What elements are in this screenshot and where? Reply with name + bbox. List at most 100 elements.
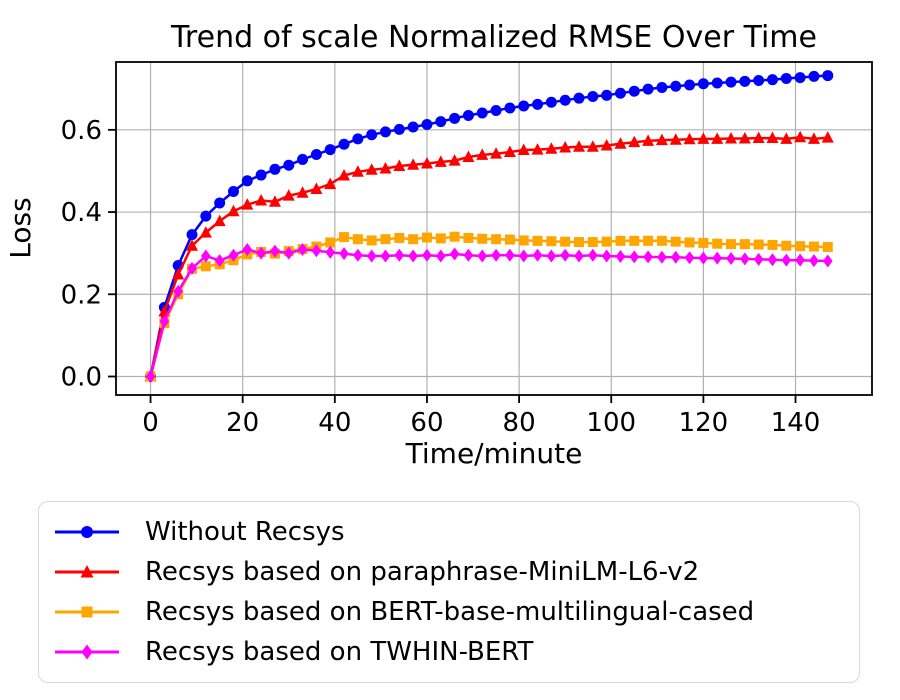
data-point-diamond — [574, 249, 584, 263]
data-point-circle — [283, 159, 295, 171]
data-point-diamond — [740, 252, 750, 266]
data-point-triangle — [255, 194, 268, 206]
data-point-triangle — [338, 168, 351, 181]
data-point-triangle — [517, 143, 530, 155]
data-point-diamond — [822, 254, 833, 268]
series-line — [149, 74, 828, 377]
data-point-square — [546, 236, 557, 247]
data-point-diamond — [588, 248, 598, 262]
data-point-triangle — [268, 195, 281, 207]
data-point-diamond — [491, 248, 501, 262]
data-point-square — [325, 237, 336, 248]
data-point-triangle — [324, 177, 337, 190]
data-point-circle — [449, 112, 461, 124]
data-point-diamond — [256, 246, 266, 260]
data-point-triangle — [503, 145, 516, 158]
data-point-circle — [780, 72, 792, 84]
data-point-square — [366, 235, 377, 246]
data-point-circle — [518, 100, 530, 112]
data-point-square — [477, 233, 488, 244]
data-point-circle — [504, 102, 516, 114]
data-point-diamond — [145, 370, 156, 383]
data-point-diamond — [366, 249, 377, 263]
legend-marker-triangle — [55, 565, 119, 578]
data-point-diamond — [477, 249, 488, 263]
data-point-circle — [435, 116, 447, 128]
data-point-triangle — [310, 182, 323, 195]
data-point-square — [200, 261, 211, 272]
data-point-triangle — [600, 138, 613, 151]
x-tick-label: 0 — [142, 408, 159, 438]
data-point-circle — [642, 83, 654, 95]
data-point-diamond — [643, 250, 653, 264]
data-point-diamond — [809, 254, 819, 268]
data-point-triangle — [186, 239, 199, 251]
data-point-diamond — [463, 248, 474, 262]
x-tick-label: 60 — [410, 408, 443, 438]
data-point-circle — [407, 121, 419, 133]
data-point-triangle — [448, 154, 461, 166]
data-point-triangle — [642, 134, 655, 146]
data-point-square — [670, 236, 681, 247]
series-line — [149, 248, 828, 377]
x-axis-label: Time/minute — [405, 437, 583, 470]
data-point-circle — [711, 77, 723, 89]
data-point-square — [781, 240, 792, 251]
data-point-diamond — [325, 245, 336, 259]
data-point-diamond — [560, 248, 570, 262]
data-point-square — [643, 235, 654, 246]
data-point-circle — [393, 123, 405, 135]
data-point-square — [435, 233, 446, 244]
data-point-circle — [559, 94, 571, 106]
data-point-triangle — [199, 226, 212, 238]
legend-label: Recsys based on BERT-base-multilingual-c… — [145, 597, 755, 627]
data-point-triangle — [821, 131, 834, 143]
data-point-diamond — [753, 252, 764, 266]
data-point-triangle — [476, 148, 489, 160]
data-point-triangle — [462, 150, 475, 162]
data-point-triangle — [697, 132, 710, 144]
data-point-circle — [794, 72, 806, 84]
data-point-diamond — [394, 248, 405, 262]
data-point-circle — [324, 144, 336, 156]
data-point-circle — [255, 169, 267, 181]
data-point-circle — [380, 126, 392, 138]
data-point-triangle — [780, 132, 793, 144]
data-point-diamond — [795, 253, 805, 267]
legend-marker-circle — [55, 526, 119, 538]
data-point-triangle — [586, 140, 599, 152]
data-point-triangle — [725, 131, 738, 144]
data-point-circle — [808, 70, 820, 82]
plot-border — [115, 61, 873, 396]
data-point-triangle — [794, 130, 807, 143]
x-tick-label: 120 — [679, 408, 729, 438]
legend-label: Recsys based on paraphrase-MiniLM-L6-v2 — [145, 557, 700, 587]
data-point-circle — [200, 210, 212, 222]
data-point-triangle — [420, 157, 433, 169]
legend-item: Recsys based on BERT-base-multilingual-c… — [53, 592, 845, 632]
data-point-diamond — [380, 249, 391, 263]
chart-title: Trend of scale Normalized RMSE Over Time — [170, 20, 817, 55]
y-tick-label: 0.2 — [61, 280, 102, 310]
legend-item: Recsys based on paraphrase-MiniLM-L6-v2 — [53, 552, 845, 592]
data-point-square — [767, 239, 778, 250]
data-point-triangle — [531, 143, 544, 155]
data-point-triangle — [213, 214, 226, 227]
x-tick-label: 80 — [503, 408, 536, 438]
data-point-diamond — [270, 244, 280, 258]
data-point-square — [808, 241, 819, 252]
y-tick-label: 0.4 — [61, 198, 102, 228]
legend-label: Recsys based on TWHIN-BERT — [145, 637, 534, 667]
data-point-diamond — [283, 246, 294, 260]
data-point-triangle — [738, 131, 751, 144]
data-point-diamond — [173, 284, 183, 298]
legend-item: Without Recsys — [53, 512, 845, 552]
data-point-diamond — [505, 248, 515, 262]
data-point-diamond — [532, 248, 543, 262]
data-point-diamond — [353, 248, 363, 262]
data-point-circle — [338, 138, 350, 150]
data-point-diamond — [311, 244, 322, 258]
data-point-triangle — [766, 131, 779, 144]
data-point-triangle — [655, 133, 668, 146]
